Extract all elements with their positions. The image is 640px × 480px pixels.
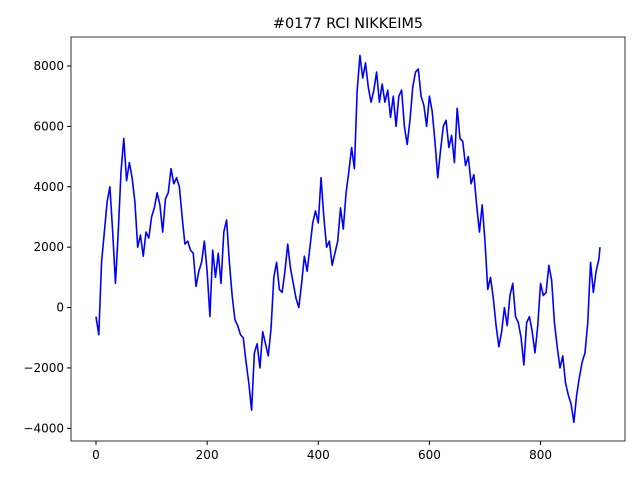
x-tick-label: 0 bbox=[92, 448, 100, 462]
y-tick-label: −4000 bbox=[23, 421, 64, 435]
x-tick-label: 600 bbox=[418, 448, 441, 462]
data-line bbox=[95, 54, 601, 424]
y-tick-label: −2000 bbox=[23, 361, 64, 375]
x-tick-label: 400 bbox=[307, 448, 330, 462]
y-tick-label: 4000 bbox=[33, 180, 64, 194]
y-tick-label: 8000 bbox=[33, 59, 64, 73]
x-tick-label: 800 bbox=[529, 448, 552, 462]
y-tick-label: 2000 bbox=[33, 240, 64, 254]
y-tick-label: 6000 bbox=[33, 119, 64, 133]
axes-frame bbox=[70, 36, 626, 442]
y-tick-label: 0 bbox=[56, 301, 64, 315]
x-tick-label: 200 bbox=[196, 448, 219, 462]
chart-title: #0177 RCI NIKKEIM5 bbox=[273, 16, 423, 32]
